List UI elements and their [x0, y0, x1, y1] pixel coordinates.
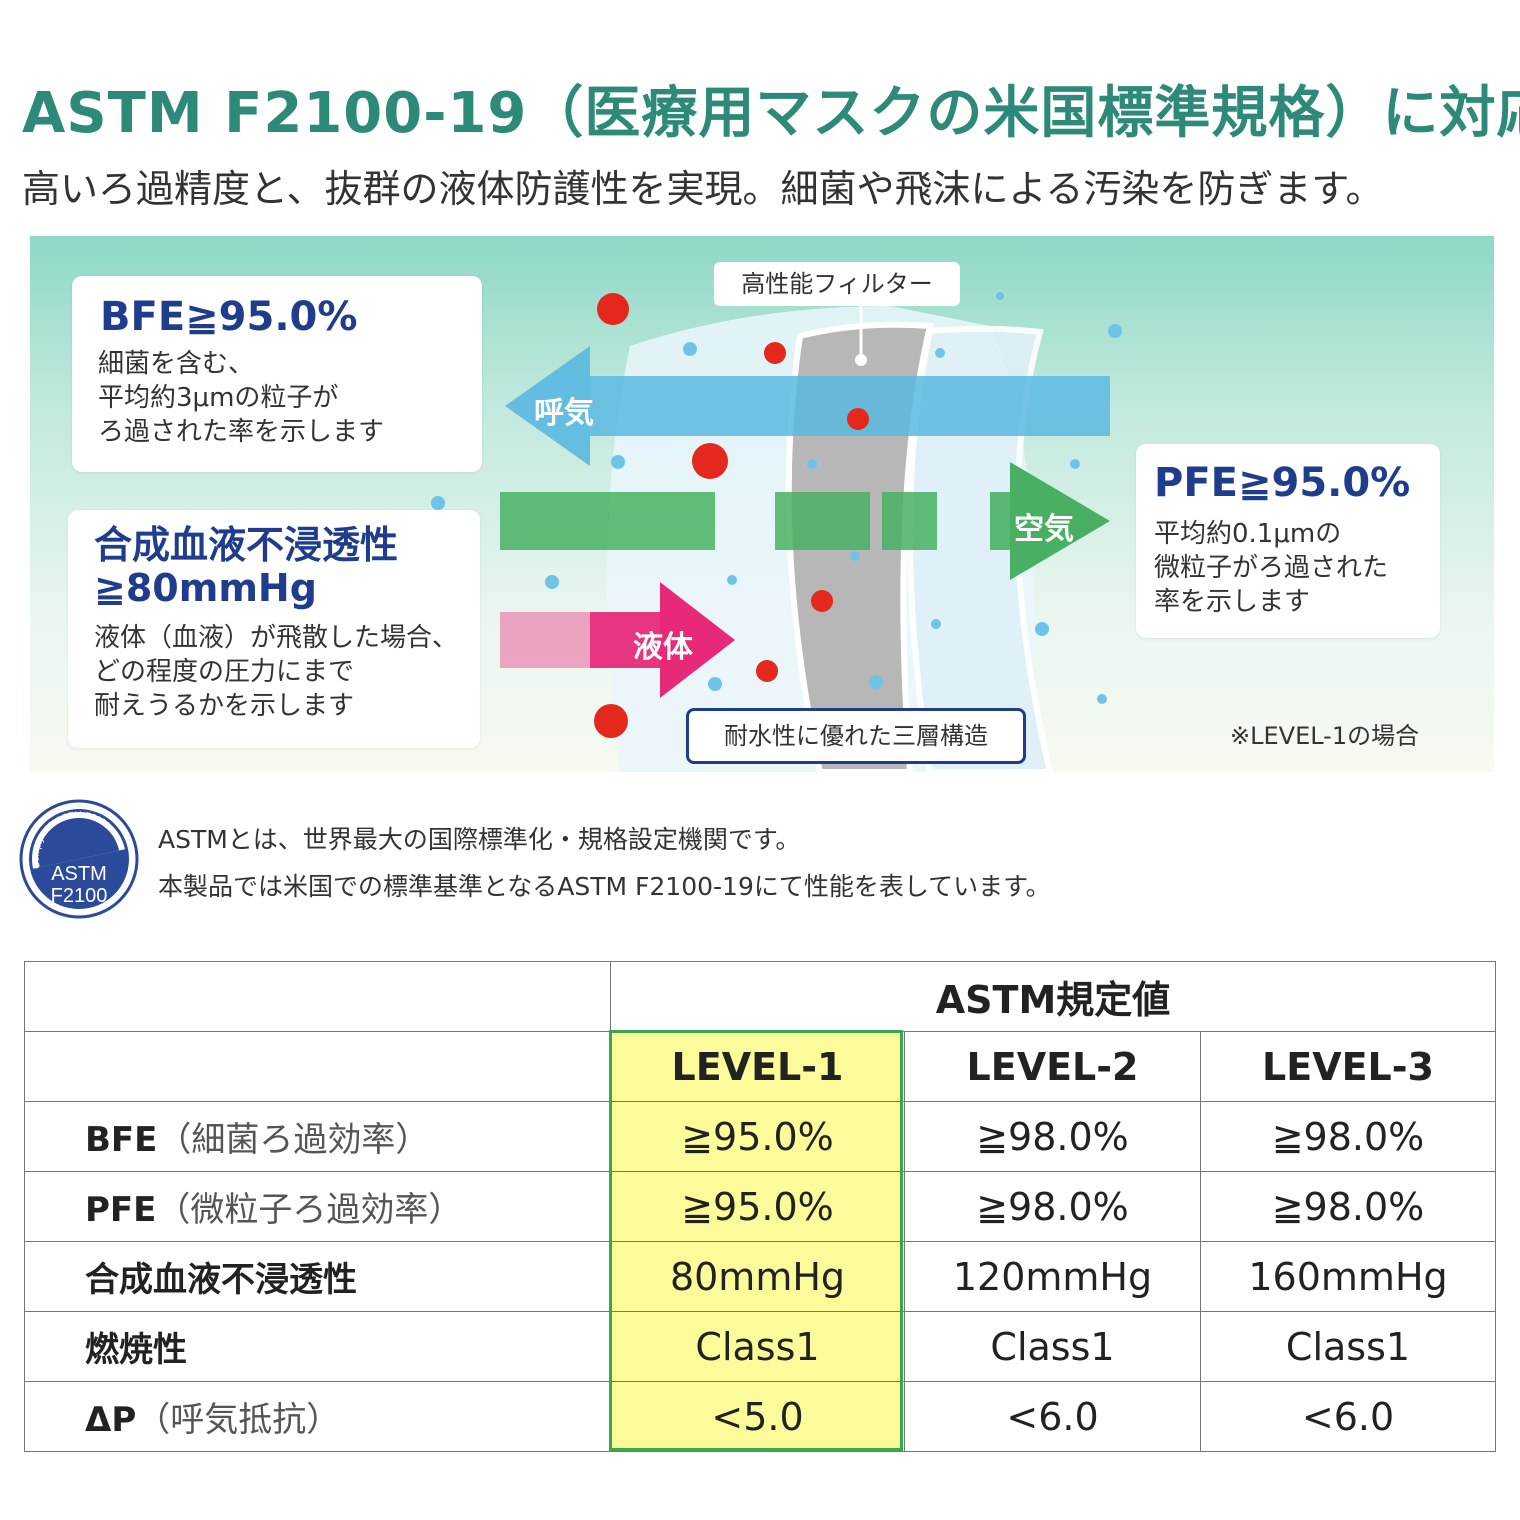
table-row-pfe: PFE（微粒子ろ過効率） ≧95.0% ≧98.0% ≧98.0%	[24, 1171, 1497, 1242]
table-cell: 80mmHg	[610, 1241, 905, 1312]
table-cell: <6.0	[1199, 1381, 1497, 1452]
bfe-description: 細菌を含む、 平均約3μmの粒子が ろ過された率を示します	[98, 349, 385, 447]
table-level-header-row: LEVEL-1 LEVEL-2 LEVEL-3	[24, 1031, 1497, 1102]
row-label-main: 燃焼性	[85, 1330, 187, 1370]
pfe-description: 平均約0.1μmの 微粒子がろ過された 率を示します	[1154, 519, 1389, 617]
bfe-callout: BFE≧95.0% 細菌を含む、 平均約3μmの粒子が ろ過された率を示します	[72, 276, 482, 472]
astm-info-text: ASTMとは、世界最大の国際標準化・規格設定機関です。 本製品では米国での標準基…	[158, 825, 1051, 901]
level-2-header: LEVEL-2	[904, 1031, 1201, 1102]
astm-logo: Comply with ASTM F2100 ASTM F2100	[18, 798, 140, 920]
level-note: ※LEVEL-1の場合	[1230, 722, 1420, 750]
synthetic-blood-description: 液体（血液）が飛散した場合、 どの程度の圧力にまで 耐えうるかを示します	[94, 623, 459, 721]
row-label: PFE（微粒子ろ過効率）	[24, 1171, 611, 1242]
logo-line1: ASTM	[51, 863, 107, 885]
mask-layers-illustration	[431, 292, 1122, 772]
table-row-flammability: 燃焼性 Class1 Class1 Class1	[24, 1311, 1497, 1382]
synthetic-blood-heading: 合成血液不浸透性 ≧80mmHg	[94, 523, 399, 610]
table-corner-cell	[24, 961, 611, 1032]
filter-pointer-dot	[855, 354, 867, 366]
droplets	[431, 292, 1122, 704]
level-1-header: LEVEL-1	[610, 1031, 905, 1102]
row-label-sub: （細菌ろ過効率）	[157, 1120, 430, 1160]
logo-line2: F2100	[51, 885, 108, 907]
table-cell: Class1	[904, 1311, 1201, 1382]
liquid-arrow	[500, 582, 735, 698]
table-row-synthetic-blood: 合成血液不浸透性 80mmHg 120mmHg 160mmHg	[24, 1241, 1497, 1312]
level-3-header: LEVEL-3	[1199, 1031, 1497, 1102]
table-group-header: ASTM規定値	[609, 961, 1497, 1032]
row-label-main: BFE	[85, 1120, 158, 1160]
air-arrow	[500, 462, 1110, 580]
table-cell: Class1	[1199, 1311, 1497, 1382]
mask-diagram: 呼気 空気 液体 BFE≧95.0% 細菌を含む、 平均約3μmの粒子が ろ過さ…	[30, 236, 1494, 772]
row-label-sub: （微粒子ろ過効率）	[156, 1190, 463, 1230]
row-label-main: 合成血液不浸透性	[85, 1260, 357, 1300]
table-cell: ≧95.0%	[610, 1171, 905, 1242]
table-cell: ≧98.0%	[904, 1171, 1201, 1242]
row-label: BFE（細菌ろ過効率）	[24, 1101, 611, 1172]
table-cell: ≧98.0%	[1199, 1171, 1497, 1242]
table-cell: 160mmHg	[1199, 1241, 1497, 1312]
air-label: 空気	[1014, 512, 1074, 547]
filter-label: 高性能フィルター	[714, 262, 960, 306]
pfe-callout: PFE≧95.0% 平均約0.1μmの 微粒子がろ過された 率を示します	[1136, 444, 1440, 638]
page-title: ASTM F2100-19（医療用マスクの米国標準規格）に対応	[22, 81, 1520, 146]
table-row-bfe: BFE（細菌ろ過効率） ≧95.0% ≧98.0% ≧98.0%	[24, 1101, 1497, 1172]
exhale-label: 呼気	[534, 396, 594, 431]
table-row-delta-p: ΔP（呼気抵抗） <5.0 <6.0 <6.0	[24, 1381, 1497, 1452]
liquid-label: 液体	[633, 630, 693, 665]
row-label: ΔP（呼気抵抗）	[24, 1381, 611, 1452]
table-cell: ≧95.0%	[610, 1101, 905, 1172]
table-cell: Class1	[610, 1311, 905, 1382]
row-label-main: PFE	[85, 1190, 157, 1230]
table-cell: ≧98.0%	[904, 1101, 1201, 1172]
row-label: 燃焼性	[24, 1311, 611, 1382]
row-label: 合成血液不浸透性	[24, 1241, 611, 1312]
table-corner-cell	[24, 1031, 611, 1102]
synthetic-blood-callout: 合成血液不浸透性 ≧80mmHg 液体（血液）が飛散した場合、 どの程度の圧力に…	[68, 510, 480, 748]
astm-spec-table: ASTM規定値 LEVEL-1 LEVEL-2 LEVEL-3 BFE（細菌ろ過…	[24, 961, 1497, 1452]
bfe-heading: BFE≧95.0%	[100, 294, 358, 340]
page-subtitle: 高いろ過精度と、抜群の液体防護性を実現。細菌や飛沫による汚染を防ぎます。	[22, 167, 1384, 211]
bacteria-particles	[594, 293, 869, 738]
row-label-main: ΔP	[85, 1400, 137, 1440]
row-label-sub: （呼気抵抗）	[136, 1400, 341, 1440]
table-cell: ≧98.0%	[1199, 1101, 1497, 1172]
table-cell: <5.0	[610, 1381, 905, 1452]
three-layer-label: 耐水性に優れた三層構造	[686, 708, 1026, 764]
table-cell: <6.0	[904, 1381, 1201, 1452]
table-group-header-row: ASTM規定値	[24, 961, 1497, 1032]
table-cell: 120mmHg	[904, 1241, 1201, 1312]
pfe-heading: PFE≧95.0%	[1154, 460, 1411, 506]
